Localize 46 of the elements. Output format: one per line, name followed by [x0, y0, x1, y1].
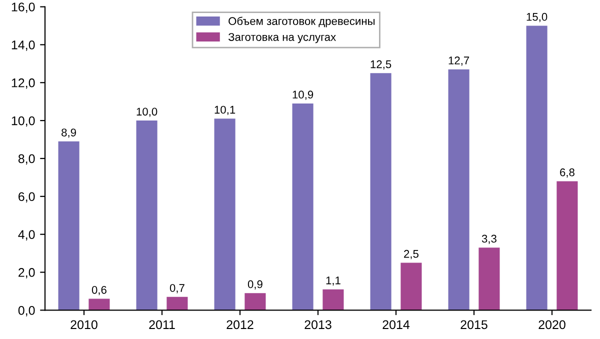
y-tick-label: 8,0: [18, 154, 35, 165]
data-label: 10,9: [292, 90, 314, 100]
data-label: 0,6: [92, 286, 106, 296]
bar: [556, 181, 578, 310]
data-label: 2,5: [404, 250, 418, 260]
data-label: 3,3: [482, 234, 496, 244]
legend-label: Заготовка на услугах: [228, 33, 336, 44]
bar: [448, 69, 470, 310]
y-tick-label: 14,0: [12, 40, 35, 51]
data-label: 12,7: [448, 56, 470, 66]
bar: [478, 248, 500, 310]
data-label: 6,8: [560, 168, 574, 178]
bar: [88, 298, 110, 310]
data-label: 10,1: [214, 106, 236, 115]
data-label: 0,9: [248, 280, 262, 290]
bar: [526, 26, 548, 310]
y-tick-label: 6,0: [18, 192, 35, 203]
bar: [58, 141, 80, 310]
bar: [166, 296, 188, 310]
x-tick-label: 2013: [304, 320, 332, 330]
x-tick-label: 2014: [382, 320, 410, 330]
x-tick-label: 2015: [460, 320, 488, 330]
y-tick-label: 12,0: [12, 78, 35, 89]
data-label: 12,5: [370, 60, 392, 70]
x-tick-label: 2010: [70, 320, 98, 330]
x-tick-label: 2011: [149, 320, 175, 330]
x-tick-label: 2020: [538, 320, 566, 330]
y-tick-label: 10,0: [12, 116, 35, 127]
x-tick-label: 2012: [226, 320, 254, 330]
data-label: 0,7: [170, 284, 184, 294]
legend-label: Объем заготовок древесины: [228, 16, 375, 28]
bar: [322, 289, 344, 310]
data-label: 1,1: [326, 276, 340, 286]
bar: [214, 118, 236, 310]
bar: [400, 262, 422, 310]
bar: [244, 293, 266, 310]
y-tick-label: 2,0: [18, 268, 35, 278]
data-label: 15,0: [526, 12, 548, 22]
y-tick-label: 4,0: [18, 230, 35, 240]
y-tick-label: 0,0: [18, 306, 35, 316]
bar: [370, 73, 392, 310]
data-label: 8,9: [62, 128, 76, 138]
bar: [292, 103, 314, 310]
bar: [136, 120, 158, 310]
data-label: 10,0: [136, 108, 158, 117]
y-tick-label: 16,0: [12, 2, 35, 13]
